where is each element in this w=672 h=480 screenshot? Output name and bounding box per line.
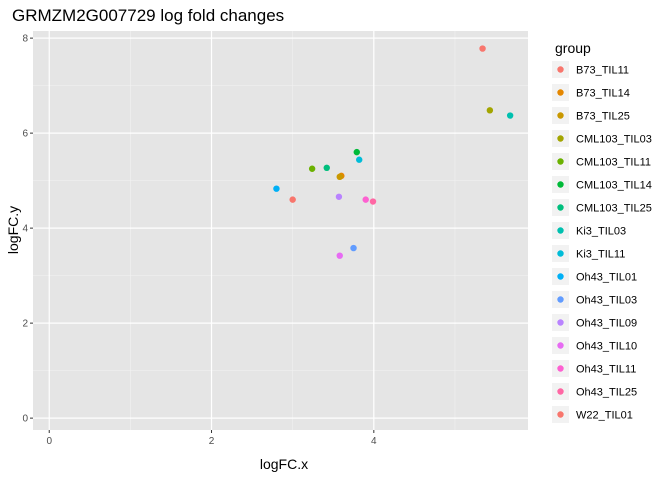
data-point [356, 156, 363, 163]
legend-marker [557, 66, 564, 73]
data-point [353, 148, 360, 156]
major-gridlines [33, 31, 528, 430]
legend-label: Oh43_TIL10 [576, 341, 637, 353]
x-tick-label: 2 [209, 436, 215, 447]
legend: group B73_TIL11 B73_TIL14 B73_TIL25 CML103_… [552, 40, 652, 423]
legend-label: Oh43_TIL11 [576, 364, 636, 376]
y-tick-label: 0 [22, 414, 28, 425]
x-tick-label: 4 [371, 436, 377, 447]
legend-marker [557, 273, 564, 280]
legend-label: Oh43_TIL25 [576, 387, 637, 399]
legend-title: group [555, 40, 591, 56]
legend-marker [557, 365, 564, 372]
legend-marker [557, 342, 564, 349]
legend-marker [557, 250, 564, 257]
y-tick-label: 8 [22, 34, 28, 45]
legend-marker [557, 112, 564, 119]
x-axis-ticks: 0 2 4 [46, 430, 377, 447]
data-point [486, 107, 494, 114]
data-point [369, 198, 377, 205]
legend-label: Oh43_TIL03 [576, 295, 637, 307]
legend-label: Ki3_TIL03 [576, 226, 626, 238]
legend-label: CML103_TIL03 [576, 134, 652, 146]
y-axis-title: logFC.y [5, 206, 21, 254]
legend-marker [557, 181, 564, 188]
data-point [273, 185, 280, 192]
legend-label: Oh43_TIL01 [576, 272, 637, 284]
data-point [506, 112, 514, 119]
data-point [289, 196, 296, 203]
chart-title: GRMZM2G007729 log fold changes [12, 6, 284, 25]
data-points [273, 45, 514, 259]
legend-marker [557, 135, 564, 142]
x-axis-title: logFC.x [260, 456, 308, 472]
legend-label: Oh43_TIL09 [576, 318, 637, 330]
data-point [336, 252, 343, 259]
legend-marker [557, 296, 564, 303]
legend-label: Ki3_TIL11 [576, 249, 625, 261]
data-point [336, 173, 343, 181]
y-tick-label: 6 [22, 129, 28, 140]
legend-label: B73_TIL25 [576, 111, 630, 123]
x-tick-label: 0 [46, 436, 52, 447]
legend-label: B73_TIL14 [576, 88, 630, 100]
legend-marker [557, 158, 564, 165]
legend-label: W22_TIL01 [576, 410, 633, 422]
data-point [362, 196, 369, 203]
plot-panel [33, 31, 528, 430]
data-point [350, 244, 357, 252]
legend-marker [557, 204, 564, 211]
legend-marker [557, 319, 564, 326]
legend-label: CML103_TIL14 [576, 180, 652, 192]
data-point [323, 164, 330, 171]
data-point [335, 193, 343, 200]
y-axis-ticks: 0 2 4 6 8 [22, 34, 33, 425]
y-tick-label: 4 [22, 224, 28, 235]
data-point [479, 45, 486, 52]
legend-marker [557, 227, 564, 234]
legend-label: B73_TIL11 [576, 65, 629, 77]
legend-marker [557, 388, 564, 395]
legend-label: CML103_TIL25 [576, 203, 652, 215]
legend-marker [557, 411, 564, 418]
data-point [308, 165, 316, 172]
y-tick-label: 2 [22, 319, 28, 330]
legend-label: CML103_TIL11 [576, 157, 651, 169]
legend-marker [557, 89, 564, 96]
minor-gridlines [33, 31, 528, 430]
